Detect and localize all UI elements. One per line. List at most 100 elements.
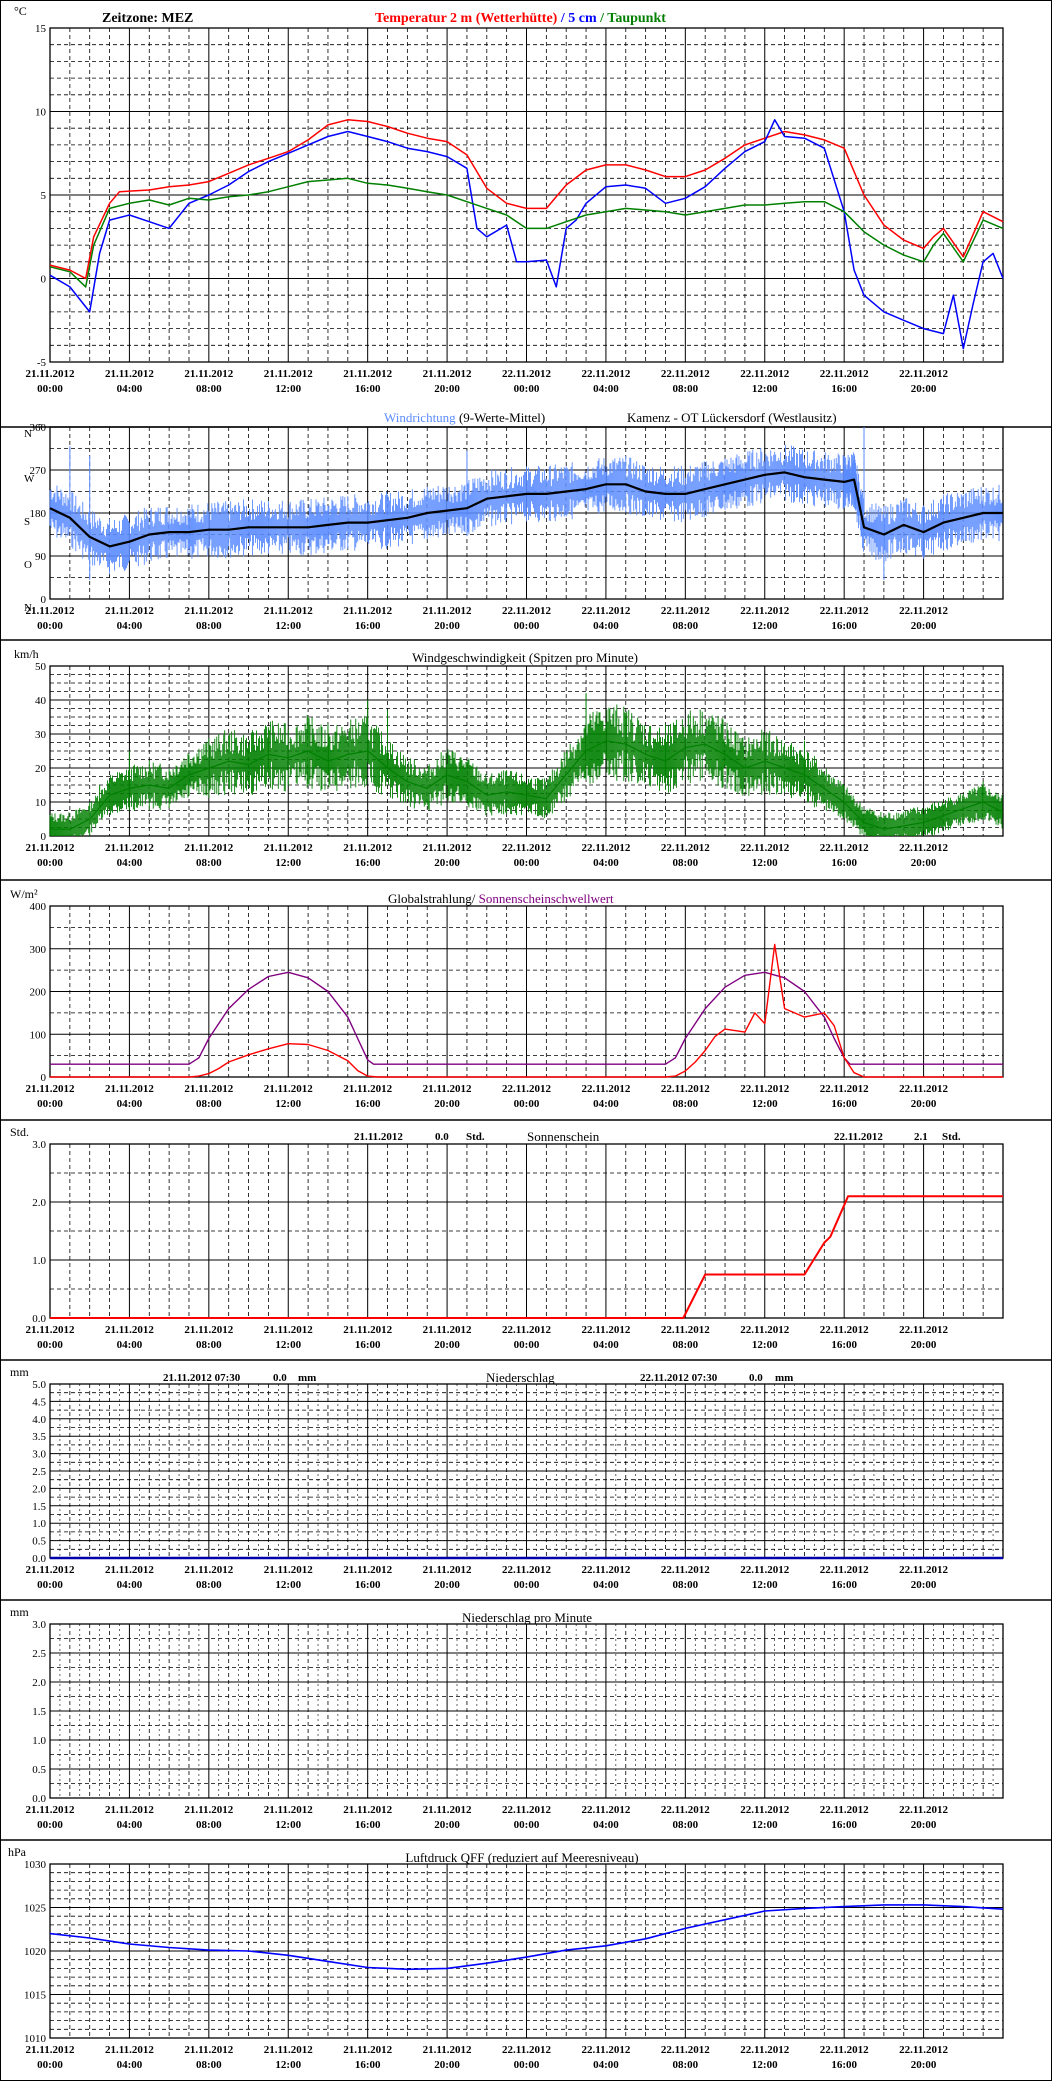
series-line-sun-threshold: [50, 971, 1003, 1065]
x-tick-date: 22.11.2012: [740, 1324, 789, 1336]
x-tick-date: 21.11.2012: [105, 1804, 154, 1816]
summary-unit: mm: [775, 1372, 793, 1384]
x-tick-time: 12:00: [752, 857, 778, 869]
x-tick-time: 16:00: [355, 1098, 381, 1110]
x-tick-time: 00:00: [37, 1339, 63, 1351]
x-tick-date: 21.11.2012: [184, 368, 233, 380]
summary-date: 22.11.2012 07:30: [640, 1372, 718, 1384]
x-tick-time: 08:00: [196, 2059, 222, 2071]
y-tick-label: 10: [35, 107, 47, 119]
y-tick-label: 1020: [24, 1946, 47, 1958]
x-tick-date: 22.11.2012: [581, 368, 630, 380]
y-tick-label: -5: [37, 357, 47, 369]
x-tick-time: 12:00: [275, 857, 301, 869]
x-tick-time: 20:00: [911, 857, 937, 869]
x-tick-date: 21.11.2012: [184, 605, 233, 617]
x-tick-date: 22.11.2012: [581, 1324, 630, 1336]
chart-title-part: (9-Werte-Mittel): [456, 410, 546, 425]
chart-title-part: /: [557, 11, 568, 26]
x-tick-time: 16:00: [355, 2059, 381, 2071]
summary-value: 2.1: [914, 1131, 928, 1143]
chart-title: Sonnenschein: [527, 1129, 600, 1144]
x-tick-time: 08:00: [672, 857, 698, 869]
x-tick-date: 21.11.2012: [264, 2044, 313, 2056]
x-tick-time: 20:00: [434, 1098, 460, 1110]
x-tick-date: 22.11.2012: [740, 368, 789, 380]
summary-unit: Std.: [466, 1131, 485, 1143]
x-tick-time: 16:00: [355, 1819, 381, 1831]
x-tick-date: 22.11.2012: [899, 1083, 948, 1095]
series-line-dewpoint: [49, 177, 1004, 288]
series-line-pressure: [49, 1904, 1004, 1971]
x-tick-date: 21.11.2012: [423, 1804, 472, 1816]
y-tick-label: 3.5: [32, 1431, 46, 1443]
chart-title-part: Globalstrahlung/: [388, 891, 479, 906]
y-tick-label: 1.0: [32, 1735, 46, 1747]
x-tick-date: 21.11.2012: [343, 1324, 392, 1336]
series-line-wind-direction-mean: [49, 471, 1003, 548]
x-tick-date: 21.11.2012: [105, 842, 154, 854]
y-tick-label: 0.5: [32, 1536, 46, 1548]
plot-grid: [50, 1863, 1003, 2039]
x-tick-time: 08:00: [672, 1819, 698, 1831]
y-tick-label: 0: [41, 1072, 47, 1084]
y-tick-label: 50: [35, 661, 47, 673]
x-tick-date: 22.11.2012: [661, 1324, 710, 1336]
x-tick-time: 00:00: [514, 857, 540, 869]
y-tick-label: 180: [30, 508, 47, 520]
x-tick-date: 21.11.2012: [264, 605, 313, 617]
x-tick-time: 12:00: [752, 383, 778, 395]
y-tick-label: 1.0: [32, 1255, 46, 1267]
y-tick-label: 0: [41, 594, 47, 606]
y-tick-label: 1.0: [32, 1518, 46, 1530]
x-tick-time: 04:00: [117, 2059, 143, 2071]
x-tick-time: 20:00: [434, 1339, 460, 1351]
x-tick-date: 22.11.2012: [502, 1564, 551, 1576]
x-tick-date: 22.11.2012: [899, 842, 948, 854]
x-tick-date: 22.11.2012: [581, 605, 630, 617]
precip-minute-fine-grid: [59, 1624, 994, 1798]
chart-title-part: Windrichtung: [384, 410, 456, 425]
y-tick-label: 300: [30, 944, 47, 956]
y-tick-label: 15: [35, 23, 47, 35]
x-tick-date: 21.11.2012: [343, 368, 392, 380]
x-tick-time: 12:00: [275, 2059, 301, 2071]
x-tick-date: 21.11.2012: [26, 605, 75, 617]
x-tick-date: 22.11.2012: [581, 1083, 630, 1095]
summary-date: 21.11.2012 07:30: [163, 1372, 241, 1384]
x-tick-time: 00:00: [37, 2059, 63, 2071]
compass-label: N: [24, 602, 32, 614]
x-tick-time: 20:00: [911, 1819, 937, 1831]
x-tick-time: 16:00: [831, 2059, 857, 2071]
x-tick-time: 04:00: [593, 620, 619, 632]
compass-label: N: [24, 428, 32, 440]
summary-unit: Std.: [942, 1131, 961, 1143]
x-tick-time: 12:00: [275, 1098, 301, 1110]
x-tick-date: 22.11.2012: [661, 605, 710, 617]
x-tick-date: 22.11.2012: [502, 1804, 551, 1816]
x-tick-time: 00:00: [37, 383, 63, 395]
summary-value: 0.0: [273, 1372, 287, 1384]
x-tick-date: 22.11.2012: [661, 368, 710, 380]
x-tick-time: 20:00: [434, 383, 460, 395]
x-tick-date: 22.11.2012: [899, 1324, 948, 1336]
x-tick-time: 16:00: [831, 1339, 857, 1351]
compass-label: S: [24, 516, 30, 528]
x-tick-date: 22.11.2012: [581, 1804, 630, 1816]
x-tick-time: 16:00: [355, 1579, 381, 1591]
x-tick-time: 08:00: [672, 383, 698, 395]
x-tick-time: 08:00: [672, 2059, 698, 2071]
x-tick-date: 21.11.2012: [423, 605, 472, 617]
summary-date: 22.11.2012: [834, 1131, 883, 1143]
y-tick-label: 5: [41, 190, 47, 202]
chart-title: Windgeschwindigkeit (Spitzen pro Minute): [412, 650, 638, 665]
x-tick-date: 22.11.2012: [740, 605, 789, 617]
x-tick-date: 22.11.2012: [899, 2044, 948, 2056]
x-tick-time: 00:00: [37, 1579, 63, 1591]
x-tick-time: 16:00: [355, 857, 381, 869]
y-tick-label: 1025: [24, 1903, 47, 1915]
x-tick-date: 21.11.2012: [105, 2044, 154, 2056]
x-tick-time: 12:00: [752, 2059, 778, 2071]
y-unit-label: mm: [10, 1605, 29, 1619]
x-tick-time: 00:00: [514, 383, 540, 395]
